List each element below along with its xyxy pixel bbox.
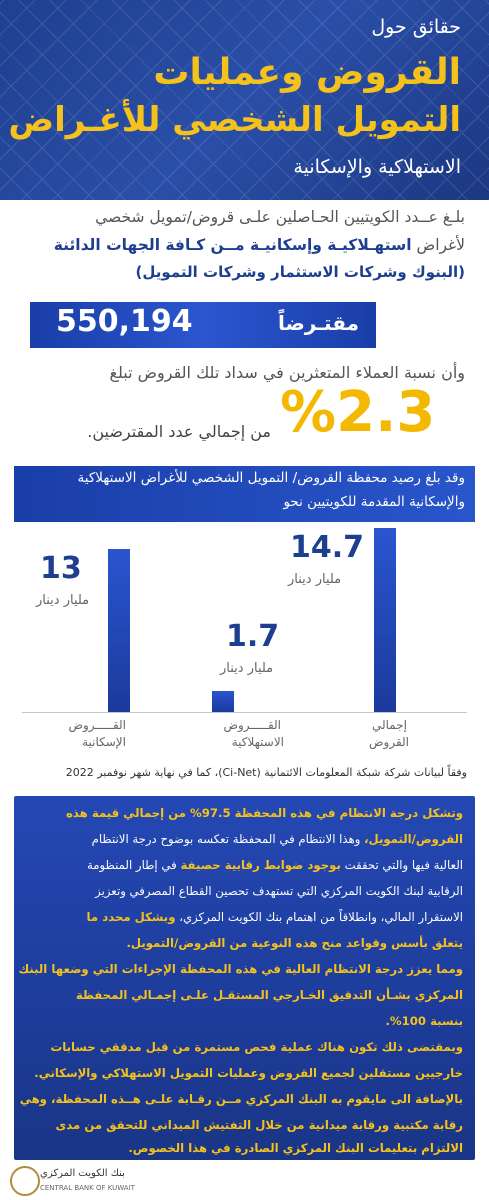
- default-percent: %2.3: [280, 380, 436, 445]
- portfolio-band-line-2: والإسكانية المقدمة للكويتيين نحو: [283, 494, 465, 510]
- logo-text-en: CENTRAL BANK OF KUWAIT: [40, 1184, 135, 1192]
- intro-line-1: بلـغ عــدد الكويتيين الحـاصلين علـى قروض…: [95, 208, 465, 226]
- lower-info-panel: [14, 796, 475, 1160]
- intro-line-2: لأغراض استهـلاكيـة وإسكانيـة مــن كـافة …: [54, 236, 465, 254]
- chart-bar-3: [374, 528, 396, 712]
- chart-axis-line: [22, 712, 467, 713]
- lower-line-8: المركزي بشـأن التدقيق الخـارجي المستقـل …: [75, 988, 463, 1002]
- header-banner: حقائق حول القروض وعمليات التمويل الشخصي …: [0, 0, 489, 200]
- central-bank-logo-icon: [10, 1166, 40, 1196]
- chart-unit-label-2: مليار دينار: [220, 661, 274, 676]
- chart-bar-2: [212, 691, 234, 712]
- cat-label-consumer-1: القـــــروض: [223, 718, 281, 732]
- lower-line-2-highlight: القروض/التمويل،: [364, 832, 463, 846]
- header-subtitle: الاستهلاكية والإسكانية: [293, 156, 461, 178]
- lower-line-5: الاستقرار المالي، وانطلاقاً من اهتمام بن…: [87, 910, 463, 924]
- intro-line-2-bold: استهـلاكيـة وإسكانيـة مــن كـافة الجهات …: [53, 236, 412, 254]
- borrowers-label: مقتـرضاً: [277, 311, 359, 335]
- cat-label-total-2: القروض: [369, 735, 409, 749]
- header-pattern: [0, 0, 489, 200]
- chart-bar-1: [108, 549, 130, 712]
- header-title-1: القروض وعمليات: [153, 52, 461, 93]
- lower-line-3-highlight: بوجود ضوابط رقابية حصيفة: [180, 858, 341, 872]
- chart-unit-label-3: مليار دينار: [288, 572, 342, 587]
- lower-line-9: بنسبة 100%.: [385, 1014, 463, 1028]
- header-title-2: التمويل الشخصي للأغـراض: [8, 100, 461, 140]
- lower-line-5-highlight: وبشكل محدد ما: [86, 910, 176, 924]
- chart-value-label-3: 14.7: [290, 530, 365, 565]
- lower-line-1: وتشكل درجة الانتظام في هذه المحفظة 97.5%…: [66, 806, 463, 820]
- data-source-note: وفقاً لبيانات شركة شبكة المعلومات الائتم…: [65, 766, 467, 779]
- lower-line-2: القروض/التمويل، وهذا الانتظام في المحفظة…: [92, 832, 463, 846]
- intro-line-2-prefix: لأغراض: [416, 236, 465, 254]
- lower-line-2-text: وهذا الانتظام في المحفظة تعكسه بوضوح درج…: [91, 832, 361, 846]
- cat-label-total-1: إجمالي: [371, 718, 407, 732]
- lower-line-10: وبمقتضى ذلك تكون هناك عملية فحص مستمرة م…: [50, 1040, 463, 1054]
- lower-line-12: بالإضافة الى مايقوم به البنك المركزي مــ…: [19, 1092, 463, 1106]
- chart-value-label-2: 1.7: [226, 619, 280, 654]
- lower-line-4: الرقابية لبنك الكويت المركزي التي تستهدف…: [95, 884, 463, 898]
- chart-value-label-1: 13: [40, 551, 82, 586]
- lower-line-14: الالتزام بتعليمات البنك المركزي الصادرة …: [128, 1141, 463, 1155]
- footer: [0, 1160, 489, 1200]
- lower-line-3: العالية فيها والتي تحققت بوجود ضوابط رقا…: [87, 858, 463, 872]
- default-line-1: وأن نسبة العملاء المتعثرين في سداد تلك ا…: [109, 363, 465, 382]
- borrowers-count: 550,194: [56, 304, 193, 339]
- portfolio-band-line-1: وقد بلغ رصيد محفظة القروض/ التمويل الشخص…: [77, 470, 465, 486]
- header-line-1: حقائق حول: [371, 16, 461, 38]
- cat-label-housing-1: القـــــروض: [68, 718, 126, 732]
- logo-text-ar: بنك الكويت المركزي: [40, 1168, 125, 1179]
- chart-unit-label-1: مليار دينار: [36, 593, 90, 608]
- default-line-2: من إجمالي عدد المقترضين.: [87, 422, 271, 441]
- lower-line-6: يتعلق بأسس وقواعد منح هذه النوعية من الق…: [126, 936, 463, 950]
- lower-line-3-b: في إطار المنظومة: [86, 858, 177, 872]
- cat-label-housing-2: الإسكانية: [82, 735, 126, 749]
- lower-line-11: خارجيين مستقلين لجميع القروض وعمليات الت…: [34, 1066, 463, 1080]
- intro-line-3: (البنوك وشركات الاستثمار وشركات التمويل): [135, 263, 465, 281]
- lower-line-7: ومما يعزز درجة الانتظام العالية في هذه ا…: [18, 962, 463, 976]
- lower-line-5-text: الاستقرار المالي، وانطلاقاً من اهتمام بن…: [179, 910, 463, 924]
- lower-line-3-a: العالية فيها والتي تحققت: [344, 858, 463, 872]
- cat-label-consumer-2: الاستهلاكية: [231, 735, 284, 749]
- lower-line-13: رقابة مكتبية ورقابة ميدانية من خلال التف…: [55, 1118, 463, 1132]
- borrowers-box: [30, 302, 376, 348]
- portfolio-band: [14, 466, 475, 522]
